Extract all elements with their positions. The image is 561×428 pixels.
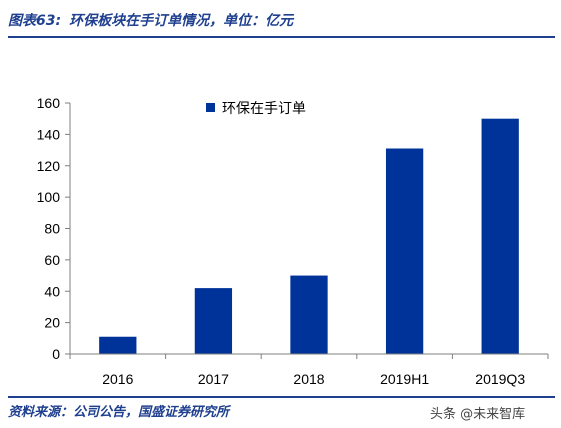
legend-swatch — [206, 103, 215, 112]
x-tick-label: 2019H1 — [380, 371, 429, 387]
x-tick-label: 2017 — [198, 371, 229, 387]
bar — [385, 148, 424, 354]
title-divider — [8, 36, 555, 38]
source-divider — [8, 396, 555, 398]
figure-title: 图表63: 环保板块在手订单情况，单位：亿元 — [8, 10, 293, 30]
legend-label: 环保在手订单 — [222, 100, 306, 116]
bar — [99, 336, 137, 354]
y-tick-label: 140 — [37, 126, 61, 142]
y-tick-label: 60 — [44, 252, 60, 268]
y-tick-label: 20 — [44, 315, 60, 331]
y-tick-label: 160 — [37, 95, 61, 111]
y-axis: 0 20 40 60 80 100 120 140 160 — [37, 95, 71, 362]
y-tick-label: 80 — [44, 221, 60, 237]
x-tick-label: 2018 — [293, 371, 324, 387]
y-tick-label: 0 — [52, 346, 60, 362]
bars — [99, 118, 519, 354]
y-tick-label: 40 — [44, 283, 60, 299]
legend: 环保在手订单 — [206, 100, 306, 116]
y-tick-label: 100 — [37, 189, 61, 205]
x-tick-label: 2019Q3 — [475, 371, 525, 387]
figure-label: 图表63: — [8, 13, 62, 29]
bar-chart: 0 20 40 60 80 100 120 140 160 2016 2017 2018 2019H1… — [37, 95, 549, 387]
y-tick-label: 120 — [37, 158, 61, 174]
bar — [481, 118, 519, 354]
bar — [194, 288, 233, 354]
x-tick-label: 2016 — [102, 371, 133, 387]
watermark: 头条 @未来智库 — [430, 407, 526, 422]
figure-title-text: 环保板块在手订单情况，单位：亿元 — [69, 13, 294, 29]
bar — [290, 275, 328, 354]
x-axis: 2016 2017 2018 2019H1 2019Q3 — [69, 353, 549, 387]
chart-area: 0 20 40 60 80 100 120 140 160 2016 2017 2018 2019H1… — [0, 40, 561, 392]
source-note: 资料来源：公司公告，国盛证券研究所 — [8, 405, 230, 420]
